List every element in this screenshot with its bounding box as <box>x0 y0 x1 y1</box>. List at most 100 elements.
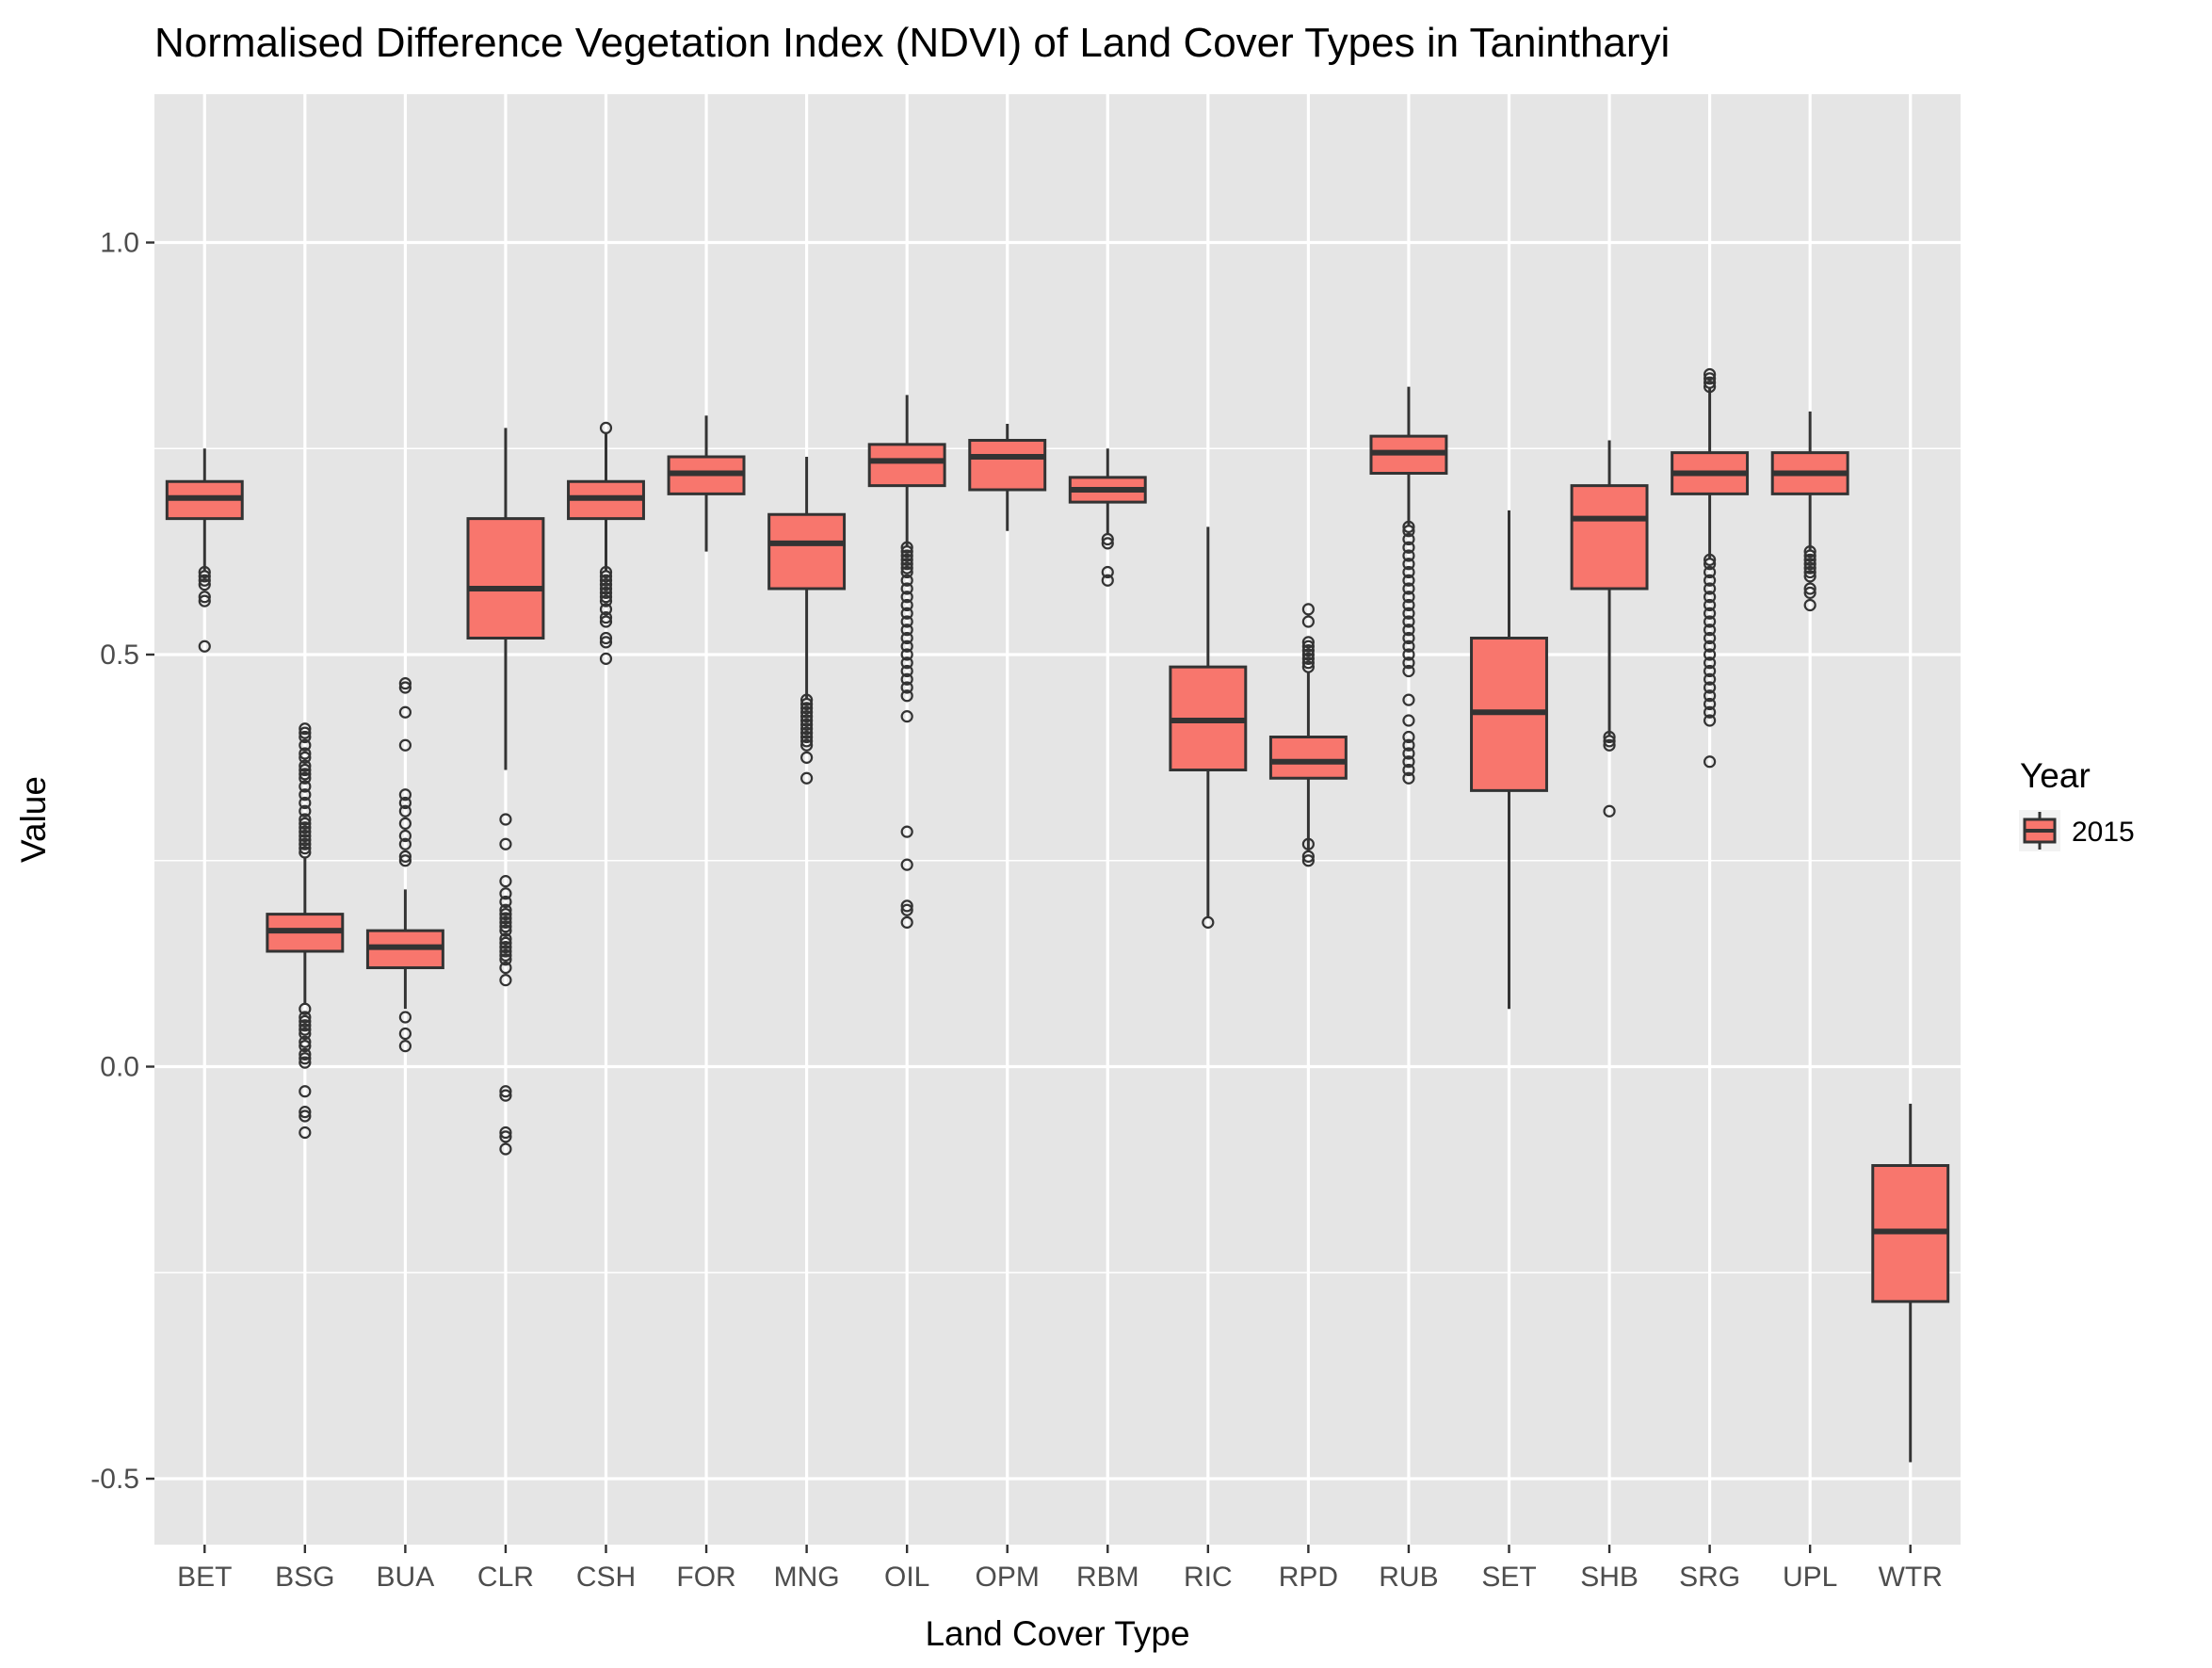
legend-title: Year <box>2020 756 2091 795</box>
outlier-point <box>1402 532 1415 546</box>
outlier-point <box>800 702 814 715</box>
outlier-point <box>599 615 613 628</box>
outlier-point <box>299 842 312 855</box>
outlier-point <box>1301 652 1315 665</box>
outlier-point <box>299 788 312 802</box>
outlier-point <box>398 1040 412 1053</box>
outlier-point <box>1402 582 1415 595</box>
outlier-point <box>299 1002 312 1015</box>
outlier-point <box>299 1019 312 1032</box>
outlier-point <box>1402 615 1415 628</box>
outlier-point <box>499 974 512 987</box>
box-oil <box>867 395 946 929</box>
iqr-box <box>1570 484 1649 591</box>
chart-title: Normalised Difference Vegetation Index (… <box>154 20 1670 66</box>
outlier-point <box>1301 648 1315 661</box>
outlier-point <box>499 813 512 826</box>
outlier-point <box>1803 558 1816 571</box>
outlier-point <box>1703 376 1717 389</box>
outlier-point <box>900 648 913 661</box>
outlier-point <box>499 941 512 954</box>
outlier-point <box>1803 545 1816 559</box>
outlier-point <box>599 421 613 434</box>
outlier-point <box>1703 574 1717 587</box>
outlier-point <box>800 751 814 764</box>
x-tick-label: BSG <box>275 1562 334 1593</box>
outlier-point <box>1703 623 1717 637</box>
outlier-point <box>1703 591 1717 604</box>
outlier-point <box>1803 553 1816 566</box>
outlier-point <box>299 1047 312 1061</box>
outlier-point <box>499 953 512 966</box>
outlier-point <box>1402 591 1415 604</box>
outlier-point <box>800 735 814 748</box>
box-srg <box>1671 367 1750 769</box>
x-tick-label: RBM <box>1076 1562 1139 1593</box>
outlier-point <box>900 553 913 566</box>
outlier-point <box>499 875 512 888</box>
outlier-point <box>900 899 913 913</box>
outlier-point <box>1703 656 1717 670</box>
outlier-point <box>1703 714 1717 727</box>
outlier-point <box>299 1011 312 1024</box>
box-bet <box>165 448 244 653</box>
outlier-point <box>398 788 412 802</box>
outlier-point <box>1402 549 1415 562</box>
outlier-point <box>1803 582 1816 595</box>
outlier-point <box>299 813 312 826</box>
outlier-point <box>299 751 312 764</box>
box-bua <box>365 677 444 1053</box>
y-tick-label: -0.5 <box>90 1464 139 1495</box>
outlier-point <box>1703 367 1717 381</box>
outlier-point <box>1603 804 1616 818</box>
outlier-point <box>599 611 613 624</box>
outlier-point <box>299 846 312 859</box>
outlier-point <box>599 565 613 579</box>
outlier-point <box>1301 603 1315 616</box>
box-rpd <box>1268 603 1348 867</box>
outlier-point <box>900 561 913 575</box>
outlier-point <box>900 607 913 620</box>
outlier-point <box>299 730 312 744</box>
outlier-point <box>1703 664 1717 678</box>
outlier-point <box>1402 771 1415 785</box>
box-rbm <box>1068 448 1147 587</box>
outlier-point <box>1402 598 1415 612</box>
outlier-point <box>1301 636 1315 649</box>
outlier-point <box>599 591 613 604</box>
outlier-point <box>800 738 814 752</box>
outlier-point <box>499 945 512 958</box>
outlier-point <box>299 738 312 752</box>
outlier-point <box>1402 693 1415 706</box>
outlier-point <box>1402 738 1415 752</box>
outlier-point <box>1402 565 1415 579</box>
outlier-point <box>1703 607 1717 620</box>
x-tick-label: BET <box>177 1562 232 1593</box>
outlier-point <box>1703 648 1717 661</box>
outlier-point <box>198 594 211 607</box>
outlier-point <box>198 640 211 653</box>
outlier-point <box>599 582 613 595</box>
outlier-point <box>299 1052 312 1065</box>
outlier-point <box>499 915 512 929</box>
outlier-point <box>1402 747 1415 760</box>
outlier-point <box>800 718 814 731</box>
outlier-point <box>1803 598 1816 612</box>
outlier-point <box>299 825 312 838</box>
iqr-box <box>466 517 545 640</box>
box-csh <box>567 421 645 665</box>
outlier-point <box>299 722 312 736</box>
outlier-point <box>800 705 814 719</box>
outlier-point <box>900 549 913 562</box>
iqr-box <box>867 443 946 488</box>
outlier-point <box>198 570 211 583</box>
outlier-point <box>800 693 814 706</box>
x-tick-label: OIL <box>884 1562 929 1593</box>
outlier-point <box>398 837 412 850</box>
outlier-point <box>599 586 613 599</box>
outlier-point <box>1703 372 1717 385</box>
x-tick-label: MNG <box>774 1562 840 1593</box>
outlier-point <box>1402 631 1415 645</box>
outlier-point <box>1402 607 1415 620</box>
outlier-point <box>900 656 913 670</box>
